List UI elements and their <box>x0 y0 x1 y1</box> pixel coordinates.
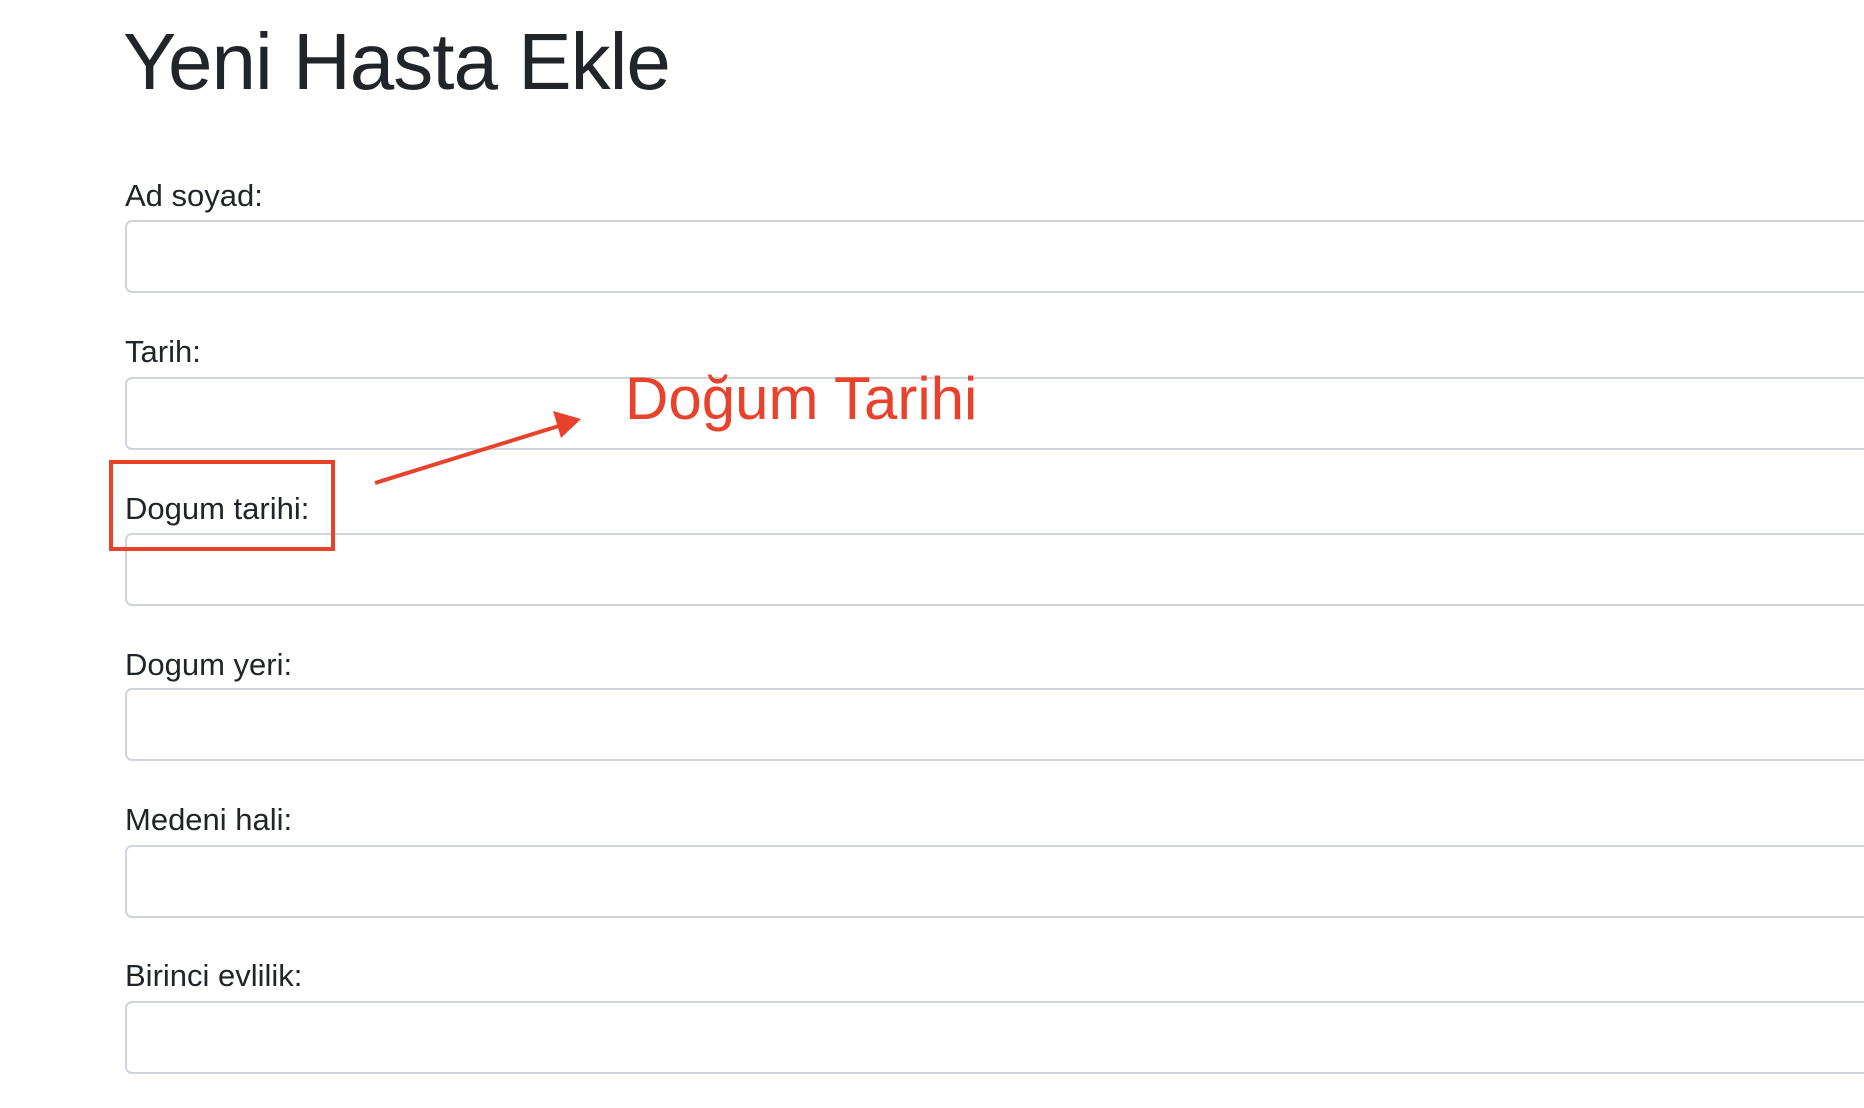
birinci-evlilik-input[interactable] <box>125 1001 1864 1074</box>
annotation-highlight-box <box>109 460 335 551</box>
label-dogum-tarihi: Dogum tarihi: <box>125 491 310 526</box>
label-ad-soyad: Ad soyad: <box>125 178 263 213</box>
ad-soyad-input[interactable] <box>125 220 1864 293</box>
label-medeni-hali: Medeni hali: <box>125 802 293 837</box>
dogum-yeri-input[interactable] <box>125 688 1864 761</box>
medeni-hali-input[interactable] <box>125 845 1864 918</box>
label-birinci-evlilik: Birinci evlilik: <box>125 958 303 993</box>
label-dogum-yeri: Dogum yeri: <box>125 647 293 682</box>
label-tarih: Tarih: <box>125 334 201 369</box>
annotation-text: Doğum Tarihi <box>625 365 978 432</box>
page-title: Yeni Hasta Ekle <box>123 17 671 106</box>
tarih-input[interactable] <box>125 377 1864 450</box>
dogum-tarihi-input[interactable] <box>125 533 1864 606</box>
